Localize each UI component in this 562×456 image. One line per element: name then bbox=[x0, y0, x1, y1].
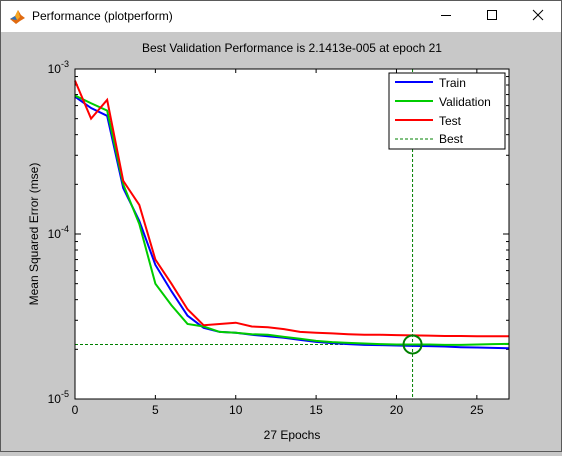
plot-area: Best Validation Performance is 2.1413e-0… bbox=[1, 32, 561, 451]
close-button[interactable] bbox=[515, 1, 561, 32]
legend-validation-label: Validation bbox=[439, 95, 491, 109]
minimize-icon bbox=[440, 8, 452, 26]
close-icon bbox=[532, 8, 544, 26]
title-bar[interactable]: Performance (plotperform) bbox=[1, 1, 561, 32]
y-tick-label: 10-3 bbox=[48, 59, 69, 76]
axes-frame bbox=[74, 68, 510, 400]
x-tick-label: 15 bbox=[309, 403, 323, 417]
series-train bbox=[74, 95, 510, 350]
chart-title: Best Validation Performance is 2.1413e-0… bbox=[142, 41, 442, 55]
series-validation bbox=[74, 94, 510, 346]
legend-best-label: Best bbox=[439, 132, 464, 146]
x-tick-label: 25 bbox=[470, 403, 484, 417]
series-test bbox=[74, 80, 509, 338]
y-tick-label: 10-4 bbox=[48, 224, 69, 241]
x-tick-label: 10 bbox=[229, 403, 243, 417]
axis-ticks: 0 5 10 15 20 25 10-5 10-4 10-3 bbox=[48, 59, 509, 417]
x-axis-label: 27 Epochs bbox=[264, 428, 321, 442]
x-tick-label: 0 bbox=[72, 403, 79, 417]
series-lines bbox=[74, 80, 510, 355]
minimize-button[interactable] bbox=[423, 1, 469, 32]
maximize-icon bbox=[486, 8, 498, 26]
x-tick-label: 5 bbox=[152, 403, 159, 417]
performance-chart: Best Validation Performance is 2.1413e-0… bbox=[27, 41, 510, 442]
legend: Train Validation Test Best bbox=[388, 72, 506, 150]
x-tick-label: 20 bbox=[390, 403, 404, 417]
best-point-marker bbox=[402, 334, 423, 355]
legend-train-label: Train bbox=[439, 76, 466, 90]
maximize-button[interactable] bbox=[469, 1, 515, 32]
y-axis-label: Mean Squared Error (mse) bbox=[27, 163, 41, 306]
legend-box bbox=[388, 72, 506, 150]
window-title: Performance (plotperform) bbox=[32, 9, 173, 23]
matlab-icon bbox=[9, 8, 26, 25]
y-tick-label: 10-5 bbox=[48, 389, 69, 406]
legend-test-label: Test bbox=[439, 114, 462, 128]
